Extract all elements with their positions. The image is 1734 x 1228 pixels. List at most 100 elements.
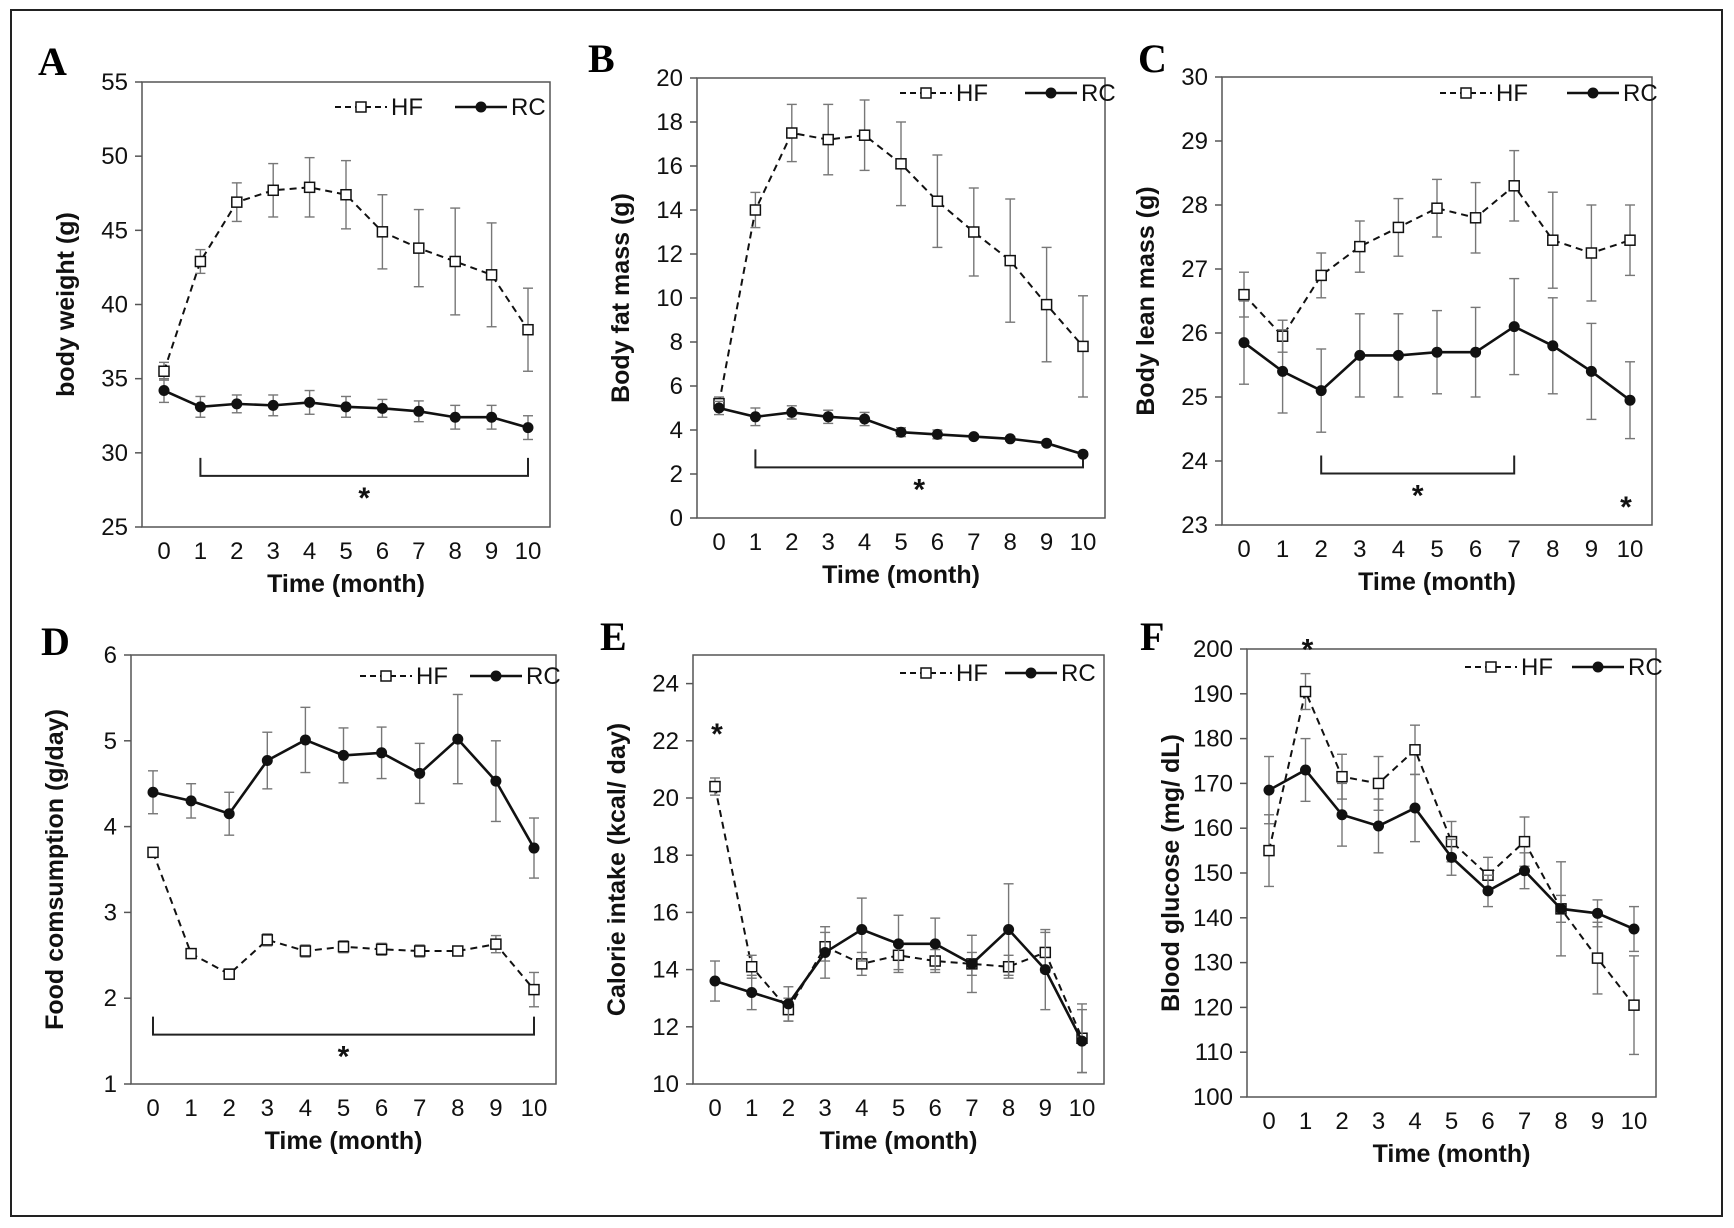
y-tick-label: 4 (104, 814, 117, 841)
legend-marker (380, 670, 392, 682)
x-tick-label: 4 (299, 1095, 312, 1122)
data-point (452, 945, 464, 957)
legend-label: HF (1521, 654, 1553, 681)
x-tick-label: 1 (1276, 536, 1289, 563)
data-point (822, 411, 834, 423)
x-tick-label: 7 (967, 529, 980, 556)
x-tick-label: 3 (818, 1095, 831, 1122)
y-tick-label: 26 (1181, 320, 1208, 347)
data-point (1392, 349, 1404, 361)
x-tick-label: 9 (1591, 1108, 1604, 1135)
x-tick-label: 3 (1353, 536, 1366, 563)
y-tick-label: 5 (104, 728, 117, 755)
data-point (528, 983, 540, 996)
data-point (194, 255, 207, 268)
legend: HF RC (360, 663, 561, 690)
data-point (522, 323, 534, 336)
x-tick-label: 2 (785, 529, 798, 556)
x-tick-label: 3 (822, 529, 835, 556)
x-tick-label: 4 (1392, 536, 1405, 563)
x-tick-label: 2 (1315, 536, 1328, 563)
significance-star: * (711, 718, 723, 751)
x-tick-label: 10 (1069, 1095, 1096, 1122)
data-point (1263, 844, 1275, 857)
y-tick-label: 6 (670, 373, 683, 400)
data-point (1354, 240, 1366, 253)
data-point (819, 946, 831, 958)
data-point (413, 945, 426, 957)
y-tick-label: 190 (1193, 681, 1233, 708)
legend-label: HF (416, 663, 448, 690)
data-point (859, 413, 871, 425)
data-point (931, 428, 943, 440)
data-point (786, 406, 798, 418)
y-tick-label: 40 (101, 292, 128, 319)
x-tick-label: 6 (929, 1095, 942, 1122)
y-tick-label: 24 (1181, 448, 1208, 475)
x-tick-label: 3 (267, 538, 280, 565)
x-tick-label: 8 (1554, 1108, 1567, 1135)
y-tick-label: 130 (1193, 950, 1233, 977)
data-point (1315, 269, 1327, 282)
y-tick-label: 120 (1193, 994, 1233, 1021)
data-point (185, 947, 197, 960)
y-tick-label: 180 (1193, 726, 1233, 753)
y-tick-label: 10 (656, 285, 683, 312)
y-tick-label: 55 (101, 69, 128, 96)
data-point (749, 204, 762, 216)
x-tick-label: 7 (1508, 536, 1521, 563)
panel-letter: E (600, 614, 627, 659)
data-point (158, 365, 170, 377)
data-point (449, 411, 461, 423)
data-point (1263, 784, 1275, 796)
data-point (185, 795, 197, 807)
data-point (1300, 764, 1311, 776)
x-tick-label: 10 (1070, 529, 1097, 556)
data-point (746, 986, 758, 998)
x-tick-label: 0 (157, 538, 170, 565)
y-tick-label: 110 (1195, 1039, 1233, 1066)
panel-letter: B (588, 36, 615, 81)
significance-star: * (1620, 491, 1632, 524)
x-axis-title: Time (month) (1373, 1140, 1531, 1168)
x-axis-title: Time (month) (1358, 568, 1516, 596)
data-point (1076, 1035, 1088, 1047)
data-point (490, 938, 502, 950)
y-tick-label: 24 (652, 671, 679, 698)
data-point (1372, 777, 1385, 790)
y-tick-label: 16 (652, 899, 679, 926)
x-tick-label: 0 (708, 1095, 721, 1122)
y-tick-label: 100 (1193, 1084, 1233, 1111)
y-axis-title: body weight (g) (52, 212, 80, 397)
x-axis-title: Time (month) (820, 1127, 978, 1155)
series-rc (709, 883, 1088, 1074)
x-tick-label: 9 (1040, 529, 1053, 556)
data-point (1591, 952, 1604, 964)
x-axis-title: Time (month) (822, 561, 980, 589)
significance-star: * (1412, 479, 1424, 512)
data-point (1004, 433, 1016, 445)
data-point (1077, 448, 1089, 460)
y-axis-title: Body lean mass (g) (1132, 186, 1160, 415)
x-tick-label: 3 (1372, 1108, 1385, 1135)
data-point (895, 158, 907, 170)
data-point (709, 780, 721, 793)
significance-star: * (358, 482, 370, 515)
y-tick-label: 18 (652, 842, 679, 869)
x-tick-label: 4 (855, 1095, 868, 1122)
panel-letter: F (1140, 614, 1164, 659)
x-axis-title: Time (month) (265, 1127, 423, 1155)
legend-marker (475, 101, 487, 113)
data-point (745, 960, 758, 973)
data-point (1592, 907, 1603, 919)
data-point (486, 411, 498, 423)
x-tick-label: 5 (337, 1095, 350, 1122)
data-point (749, 411, 761, 423)
data-point (856, 924, 868, 936)
data-point (1508, 321, 1520, 333)
x-tick-label: 6 (376, 538, 389, 565)
data-point (340, 401, 352, 413)
x-tick-label: 7 (965, 1095, 978, 1122)
data-point (299, 734, 311, 746)
